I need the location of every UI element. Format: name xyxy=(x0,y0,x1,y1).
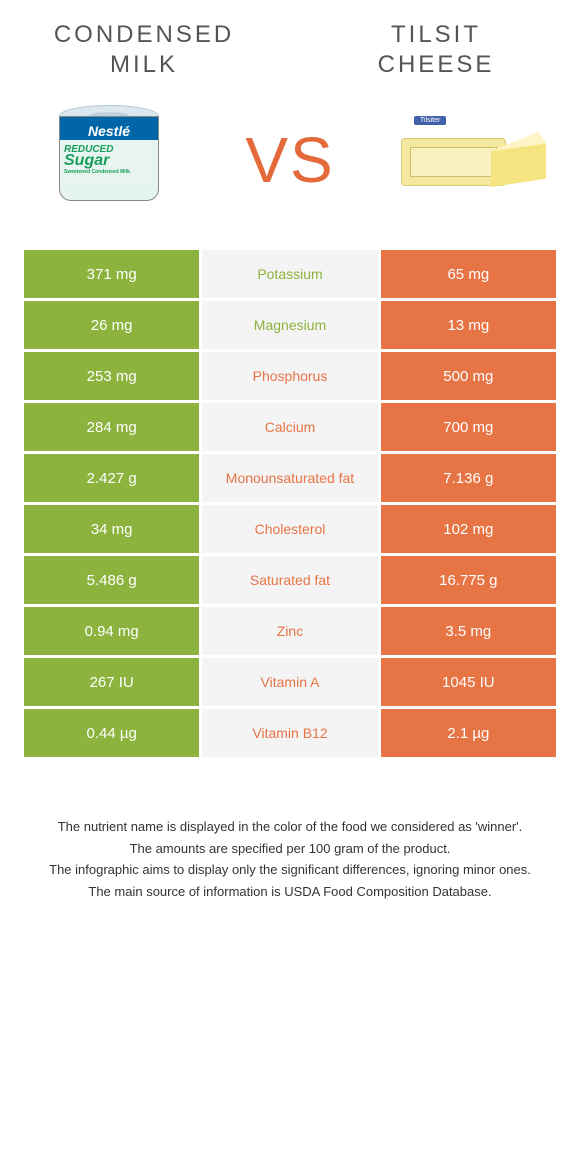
can-line3: Sweetened Condensed Milk xyxy=(64,169,130,175)
table-row: 0.94 mgZinc3.5 mg xyxy=(24,607,556,655)
nutrient-label: Potassium xyxy=(202,250,377,298)
right-value: 7.136 g xyxy=(381,454,556,502)
right-value: 13 mg xyxy=(381,301,556,349)
cheese-label: Tilsiter xyxy=(414,116,446,125)
right-value: 1045 IU xyxy=(381,658,556,706)
left-value: 0.94 mg xyxy=(24,607,199,655)
footnote-line: The main source of information is USDA F… xyxy=(34,882,546,902)
right-value: 3.5 mg xyxy=(381,607,556,655)
infographic-container: CONDENSED MILK TILSIT CHEESE Nestlé REDU… xyxy=(0,0,580,923)
title-left-1: CONDENSED xyxy=(54,21,234,48)
right-value: 16.775 g xyxy=(381,556,556,604)
footnotes-block: The nutrient name is displayed in the co… xyxy=(24,817,556,901)
nutrient-label: Monounsaturated fat xyxy=(202,454,377,502)
nutrient-label: Magnesium xyxy=(202,301,377,349)
table-row: 2.427 gMonounsaturated fat7.136 g xyxy=(24,454,556,502)
table-row: 5.486 gSaturated fat16.775 g xyxy=(24,556,556,604)
nutrient-label: Cholesterol xyxy=(202,505,377,553)
nutrient-label: Calcium xyxy=(202,403,377,451)
footnote-line: The infographic aims to display only the… xyxy=(34,860,546,880)
right-value: 2.1 µg xyxy=(381,709,556,757)
right-value: 500 mg xyxy=(381,352,556,400)
nutrient-label: Saturated fat xyxy=(202,556,377,604)
table-row: 26 mgMagnesium13 mg xyxy=(24,301,556,349)
cheese-illustration: Tilsiter xyxy=(396,120,546,200)
title-left-2: MILK xyxy=(110,51,178,78)
nutrient-label: Phosphorus xyxy=(202,352,377,400)
table-row: 284 mgCalcium700 mg xyxy=(24,403,556,451)
product-left-image: Nestlé REDUCED Sugar Sweetened Condensed… xyxy=(34,100,184,220)
header-row: CONDENSED MILK TILSIT CHEESE xyxy=(24,20,556,80)
left-value: 253 mg xyxy=(24,352,199,400)
vs-label: VS xyxy=(245,123,334,197)
right-value: 102 mg xyxy=(381,505,556,553)
table-row: 371 mgPotassium65 mg xyxy=(24,250,556,298)
products-row: Nestlé REDUCED Sugar Sweetened Condensed… xyxy=(24,100,556,220)
title-left: CONDENSED MILK xyxy=(44,20,244,80)
right-value: 700 mg xyxy=(381,403,556,451)
table-row: 267 IUVitamin A1045 IU xyxy=(24,658,556,706)
left-value: 34 mg xyxy=(24,505,199,553)
table-row: 34 mgCholesterol102 mg xyxy=(24,505,556,553)
title-right-2: CHEESE xyxy=(378,51,495,78)
left-value: 284 mg xyxy=(24,403,199,451)
title-right-1: TILSIT xyxy=(391,21,481,48)
nutrient-table: 371 mgPotassium65 mg26 mgMagnesium13 mg2… xyxy=(24,250,556,757)
title-right: TILSIT CHEESE xyxy=(336,20,536,80)
can-brand: Nestlé xyxy=(60,123,158,139)
nutrient-label: Vitamin B12 xyxy=(202,709,377,757)
left-value: 267 IU xyxy=(24,658,199,706)
left-value: 5.486 g xyxy=(24,556,199,604)
left-value: 26 mg xyxy=(24,301,199,349)
can-illustration: Nestlé REDUCED Sugar Sweetened Condensed… xyxy=(54,105,164,215)
can-line2: Sugar xyxy=(64,152,109,170)
table-row: 0.44 µgVitamin B122.1 µg xyxy=(24,709,556,757)
left-value: 2.427 g xyxy=(24,454,199,502)
right-value: 65 mg xyxy=(381,250,556,298)
nutrient-label: Vitamin A xyxy=(202,658,377,706)
footnote-line: The amounts are specified per 100 gram o… xyxy=(34,839,546,859)
footnote-line: The nutrient name is displayed in the co… xyxy=(34,817,546,837)
product-right-image: Tilsiter xyxy=(396,100,546,220)
table-row: 253 mgPhosphorus500 mg xyxy=(24,352,556,400)
nutrient-label: Zinc xyxy=(202,607,377,655)
left-value: 371 mg xyxy=(24,250,199,298)
left-value: 0.44 µg xyxy=(24,709,199,757)
